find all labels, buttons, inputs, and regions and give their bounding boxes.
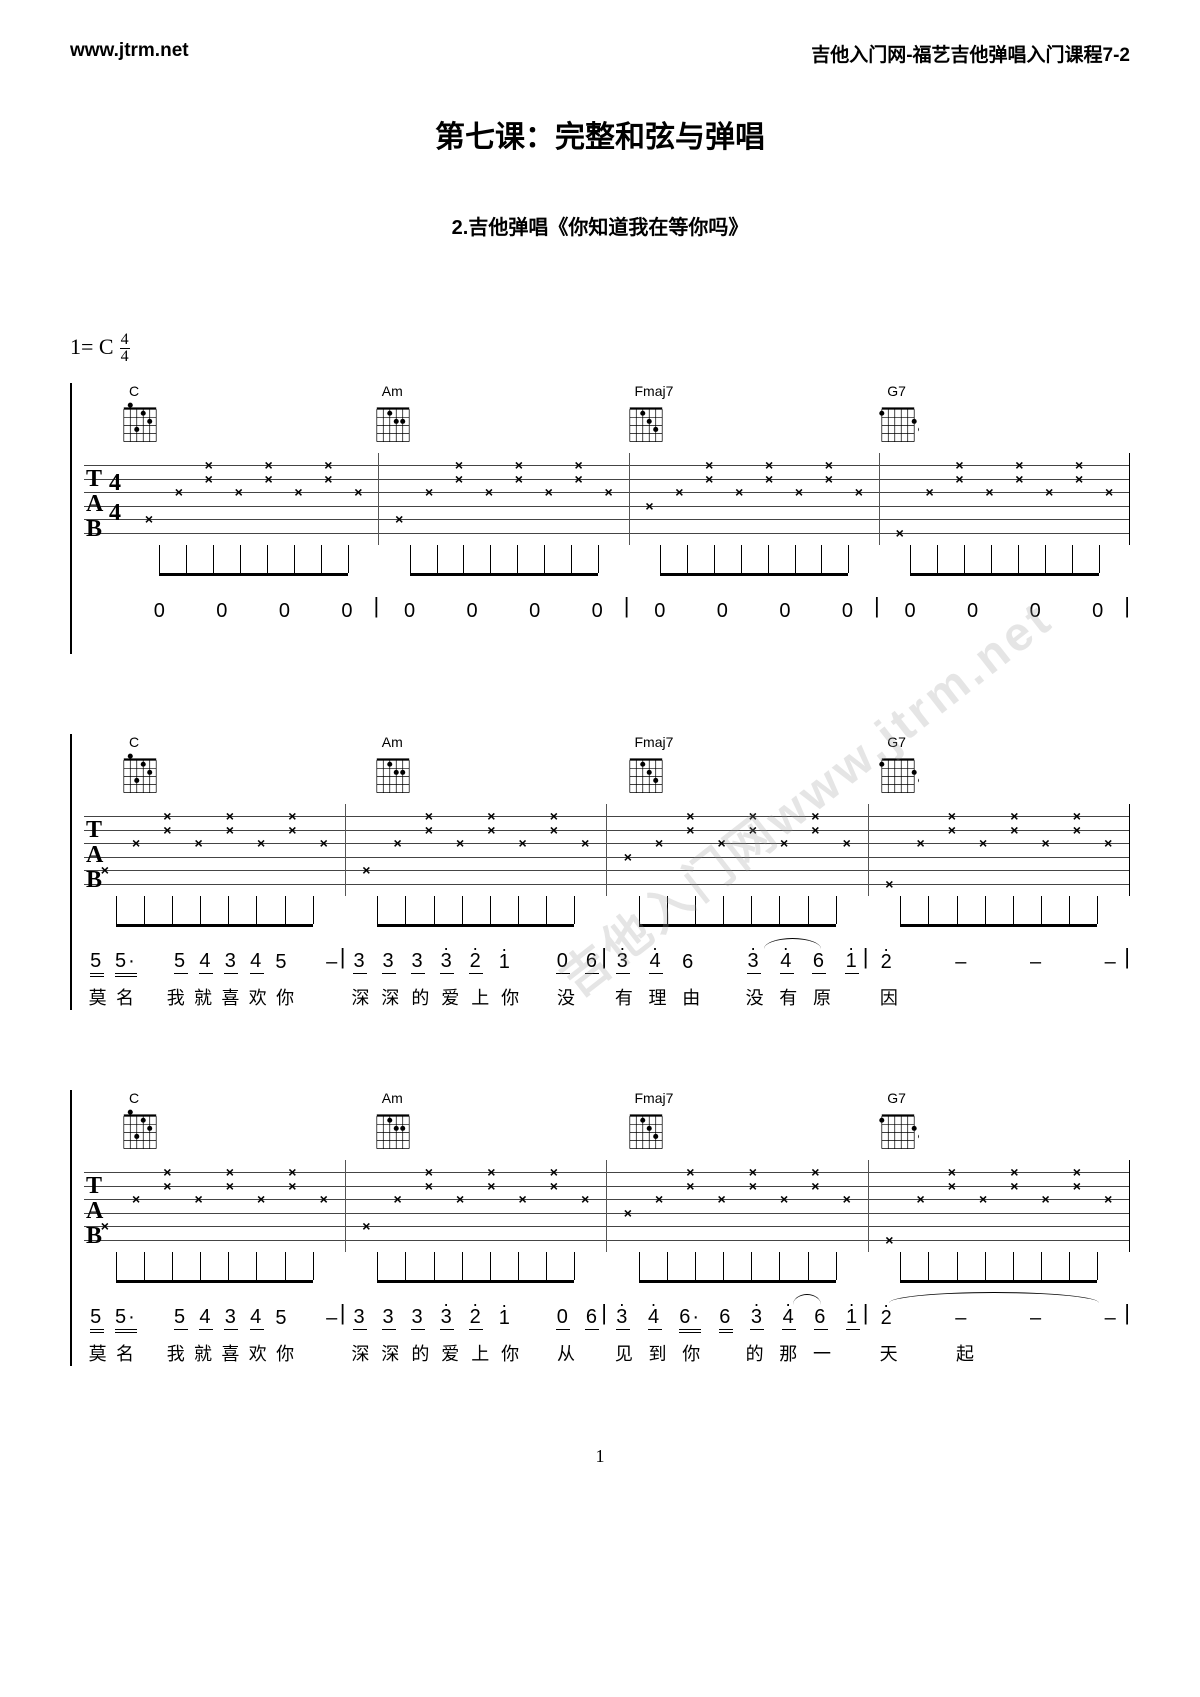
tab-measure: ××××××××××× bbox=[869, 1160, 1130, 1252]
page: www.jtrm.net 吉他入门网-福艺吉他弹唱入门课程7-2 第七课：完整和… bbox=[0, 0, 1200, 1497]
jianpu-row: 55· 54345 –莫名 我就喜欢你 |333321 06深深的爱上你 没 |… bbox=[84, 946, 1130, 1010]
chord-G7: G7 bbox=[877, 1090, 1130, 1154]
time-signature-inline: 4 4 bbox=[120, 332, 130, 365]
chord-Am: Am bbox=[372, 734, 625, 798]
tab-measure: ××××××××××× bbox=[346, 804, 608, 896]
tab-measure: ××××××××××× bbox=[379, 453, 629, 545]
tab-measure: ××××××××××× bbox=[346, 1160, 608, 1252]
page-number: 1 bbox=[70, 1446, 1130, 1467]
chord-Am: Am bbox=[372, 1090, 625, 1154]
key-signature: 1= C 4 4 bbox=[70, 330, 1130, 363]
header-right: 吉他入门网-福艺吉他弹唱入门课程7-2 bbox=[811, 40, 1130, 67]
chord-C: C bbox=[119, 734, 372, 798]
chord-Am: Am bbox=[372, 383, 625, 447]
jianpu-row: 0000 |0000 |0000 |0000 | bbox=[84, 595, 1130, 654]
song-subtitle: 2.吉他弹唱《你知道我在等你吗》 bbox=[70, 211, 1130, 240]
tab-staff: TAB×××××××××××××××××××××××××××××××××××××… bbox=[84, 804, 1130, 896]
chord-row: C Am Fmaj7 G7 bbox=[84, 383, 1130, 447]
systems-container: C Am Fmaj7 G7TAB44××××××××××××××××××××××… bbox=[70, 383, 1130, 1366]
chord-Fmaj7: Fmaj7 bbox=[625, 734, 878, 798]
tab-measure: ××××××××××× bbox=[880, 453, 1129, 545]
system-0: C Am Fmaj7 G7TAB44××××××××××××××××××××××… bbox=[70, 383, 1130, 654]
tab-measure: ××××××××××× bbox=[607, 1160, 869, 1252]
key-text: 1= C bbox=[70, 334, 114, 360]
system-1: C Am Fmaj7 G7TAB××××××××××××××××××××××××… bbox=[70, 734, 1130, 1010]
lesson-title: 第七课：完整和弦与弹唱 bbox=[70, 112, 1130, 156]
tab-measure: ××××××××××× bbox=[630, 453, 880, 545]
header-left: www.jtrm.net bbox=[70, 40, 189, 67]
system-2: C Am Fmaj7 G7TAB××××××××××××××××××××××××… bbox=[70, 1090, 1130, 1366]
header: www.jtrm.net 吉他入门网-福艺吉他弹唱入门课程7-2 bbox=[70, 40, 1130, 67]
chord-Fmaj7: Fmaj7 bbox=[625, 1090, 878, 1154]
tab-staff: TAB×××××××××××××××××××××××××××××××××××××… bbox=[84, 1160, 1130, 1252]
tab-measure: ××××××××××× bbox=[607, 804, 869, 896]
jianpu-row: 55· 54345 –莫名 我就喜欢你 |333321 06深深的爱上你 从 |… bbox=[84, 1302, 1130, 1366]
chord-G7: G7 bbox=[877, 734, 1130, 798]
tab-measure: ××××××××××× bbox=[84, 804, 346, 896]
chord-C: C bbox=[119, 383, 372, 447]
chord-row: C Am Fmaj7 G7 bbox=[84, 1090, 1130, 1154]
tab-measure: ××××××××××× bbox=[869, 804, 1130, 896]
tab-measure: ××××××××××× bbox=[84, 1160, 346, 1252]
chord-G7: G7 bbox=[877, 383, 1130, 447]
chord-Fmaj7: Fmaj7 bbox=[625, 383, 878, 447]
tab-measure: ××××××××××× bbox=[129, 453, 379, 545]
chord-C: C bbox=[119, 1090, 372, 1154]
chord-row: C Am Fmaj7 G7 bbox=[84, 734, 1130, 798]
tab-staff: TAB44×××××××××××××××××××××××××××××××××××… bbox=[84, 453, 1130, 545]
